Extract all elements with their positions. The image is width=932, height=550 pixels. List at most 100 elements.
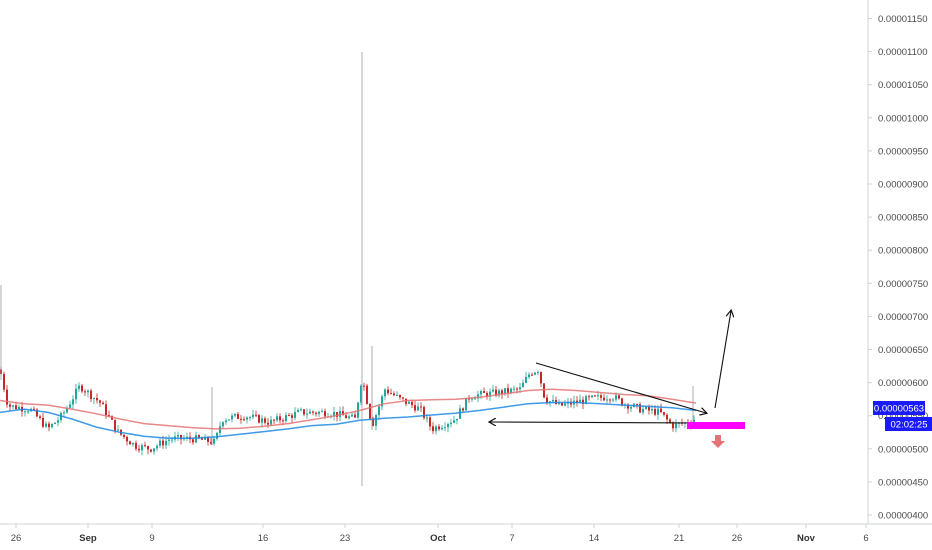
candle-body	[159, 440, 161, 446]
candle-body	[525, 377, 527, 383]
candle-body	[168, 439, 170, 441]
candle-body	[12, 405, 14, 407]
moving-average-line	[0, 388, 697, 430]
candle-body	[480, 391, 482, 395]
candle-body	[276, 416, 278, 421]
candle-body	[462, 408, 464, 411]
candle-body	[270, 419, 272, 425]
candle-body	[24, 411, 26, 413]
candle-body	[309, 411, 311, 414]
y-tick-label: 0.00000800	[878, 246, 928, 257]
x-tick-label: 6	[863, 533, 868, 544]
candle-body	[258, 415, 260, 423]
candle-body	[642, 408, 644, 413]
candle-body	[57, 420, 59, 423]
candle-body	[126, 437, 128, 442]
trendline-bottom	[490, 422, 707, 423]
candle-body	[522, 382, 524, 388]
candle-body	[48, 423, 50, 428]
candle-body	[612, 399, 614, 401]
candle-body	[294, 412, 296, 418]
candle-body	[291, 415, 293, 418]
x-axis[interactable]: 26 Sep 9 16 23 Oct 7 14 21 26 Nov 6	[11, 524, 869, 544]
candle-body	[510, 388, 512, 393]
candle-body	[486, 392, 488, 397]
y-tick-label: 0.00000500	[878, 444, 928, 455]
candle-body	[318, 411, 320, 414]
candle-body	[615, 395, 617, 400]
candle-body	[279, 416, 281, 421]
candle-body	[147, 445, 149, 450]
candle-body	[414, 405, 416, 411]
candle-body	[360, 385, 362, 403]
drawings-layer	[490, 311, 745, 448]
down-arrow-icon	[711, 435, 725, 448]
candle-body	[507, 388, 509, 393]
candle-body	[390, 393, 392, 395]
candle-body	[99, 400, 101, 403]
candle-body	[420, 406, 422, 408]
candle-body	[597, 395, 599, 397]
x-tick-label: Nov	[797, 533, 816, 544]
candle-body	[273, 419, 275, 421]
candle-body	[27, 411, 29, 413]
candle-body	[237, 413, 239, 419]
candle-body	[546, 397, 548, 404]
candle-body	[306, 413, 308, 415]
candle-body	[66, 407, 68, 413]
candle-body	[342, 411, 344, 416]
candle-body	[72, 399, 74, 405]
candle-body	[498, 390, 500, 396]
moving-averages-layer	[0, 388, 697, 439]
y-tick-label: 0.00000600	[878, 378, 928, 389]
candle-body	[348, 416, 350, 419]
countdown-label: 02:02:25	[891, 420, 928, 431]
candle-body	[363, 385, 365, 387]
candle-body	[372, 418, 374, 426]
y-tick-label: 0.00001150	[878, 14, 928, 25]
candle-body	[438, 426, 440, 430]
candle-body	[594, 395, 596, 397]
y-tick-label: 0.00000750	[878, 279, 928, 290]
candle-body	[321, 411, 323, 413]
candle-body	[303, 409, 305, 415]
candle-body	[198, 435, 200, 439]
candle-body	[600, 395, 602, 398]
candle-body	[297, 410, 299, 413]
candle-body	[561, 402, 563, 406]
x-tick-label: 14	[589, 533, 600, 544]
candle-body	[606, 399, 608, 401]
candle-body	[366, 385, 368, 405]
candle-body	[528, 374, 530, 378]
candle-body	[228, 419, 230, 421]
candle-body	[483, 391, 485, 393]
x-tick-label: 9	[149, 533, 154, 544]
candle-body	[324, 411, 326, 417]
candle-body	[42, 417, 44, 427]
candle-body	[288, 415, 290, 417]
candle-body	[474, 398, 476, 400]
candle-body	[582, 399, 584, 404]
candle-body	[216, 432, 218, 439]
candle-body	[660, 408, 662, 413]
candle-body	[354, 414, 356, 418]
candle-body	[384, 389, 386, 397]
candle-body	[156, 445, 158, 449]
y-tick-label: 0.00000400	[878, 511, 928, 522]
candle-body	[132, 442, 134, 445]
candle-body	[534, 372, 536, 375]
y-axis[interactable]: 0.00001150 0.00001100 0.00001050 0.00001000…	[868, 14, 928, 522]
candle-body	[225, 420, 227, 423]
candle-body	[423, 407, 425, 418]
candle-body	[564, 403, 566, 406]
candle-body	[204, 436, 206, 440]
candle-body	[138, 448, 140, 451]
candle-body	[195, 435, 197, 443]
candle-body	[621, 398, 623, 406]
candle-body	[345, 415, 347, 419]
candle-body	[336, 412, 338, 417]
candle-body	[402, 397, 404, 399]
candle-body	[219, 426, 221, 433]
candle-body	[675, 423, 677, 429]
